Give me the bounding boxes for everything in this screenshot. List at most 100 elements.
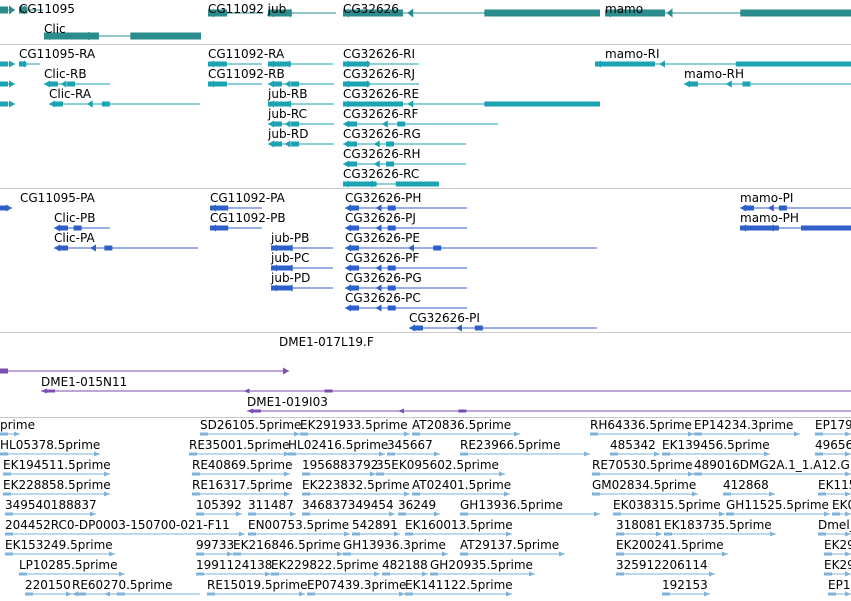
transcript-feature-glyph[interactable] [343, 60, 419, 68]
protein-feature-glyph[interactable] [345, 264, 467, 272]
est-feature-label[interactable]: 192153 [662, 578, 708, 592]
est-feature-glyph[interactable] [5, 511, 96, 517]
protein-feature-label[interactable]: jub-PB [271, 231, 310, 245]
est-feature-label[interactable]: 1956883792 [302, 458, 379, 472]
protein-feature-glyph[interactable] [271, 284, 333, 292]
est-feature-glyph[interactable] [592, 471, 694, 477]
est-feature-label[interactable]: EK29 [824, 538, 851, 552]
est-feature-glyph[interactable] [192, 491, 290, 497]
transcript-feature-label[interactable]: CG32626-RI [343, 47, 416, 61]
est-feature-glyph[interactable] [662, 591, 710, 597]
est-feature-label[interactable]: EK223832.5prime [302, 478, 410, 492]
est-feature-label[interactable]: EP14234.3prime [694, 418, 794, 432]
est-feature-label[interactable]: 412868 [723, 478, 769, 492]
est-feature-glyph[interactable] [726, 511, 830, 517]
est-feature-glyph[interactable] [818, 491, 851, 497]
transcript-feature-label[interactable]: Clic-RA [49, 87, 92, 101]
est-feature-label[interactable]: RE35001.5prime [189, 438, 290, 452]
est-feature-glyph[interactable] [694, 471, 851, 477]
est-feature-glyph[interactable] [192, 471, 290, 477]
gene-feature-label[interactable]: mamo [605, 2, 644, 16]
est-feature-label[interactable]: EK228858.5prime [3, 478, 111, 492]
gene-feature-glyph[interactable] [44, 31, 201, 41]
est-feature-label[interactable]: SD26105.5prime [200, 418, 302, 432]
est-feature-glyph[interactable] [460, 451, 590, 457]
est-feature-glyph[interactable] [662, 451, 770, 457]
protein-feature-label[interactable]: mamo-PI [740, 191, 794, 205]
est-feature-label[interactable]: RE60270.5prime [72, 578, 173, 592]
transcript-feature-glyph[interactable] [343, 120, 498, 128]
protein-feature-glyph[interactable] [345, 284, 467, 292]
est-feature-glyph[interactable] [592, 491, 698, 497]
est-feature-label[interactable]: 482188 [382, 558, 428, 572]
est-feature-glyph[interactable] [196, 571, 271, 577]
est-feature-label[interactable]: 345667 [387, 438, 433, 452]
est-feature-label[interactable]: 220150 [25, 578, 71, 592]
est-feature-label[interactable]: EK216846.5prime [233, 538, 341, 552]
protein-feature-glyph[interactable] [345, 204, 467, 212]
est-feature-label[interactable]: EK141122.5prime [405, 578, 513, 592]
transcript-feature-label[interactable]: jub-RC [268, 107, 308, 121]
protein-feature-glyph[interactable] [345, 244, 597, 252]
est-feature-label[interactable]: EK229822.5prime [271, 558, 379, 572]
gene-feature-label[interactable]: CG11092 jub [208, 2, 287, 16]
protein-feature-glyph[interactable] [210, 224, 262, 232]
est-feature-glyph[interactable] [189, 451, 290, 457]
est-feature-glyph[interactable] [196, 511, 242, 517]
est-feature-glyph[interactable] [302, 511, 395, 517]
est-feature-label[interactable]: 49656 [815, 438, 851, 452]
est-feature-glyph[interactable] [271, 571, 380, 577]
est-feature-glyph[interactable] [248, 511, 296, 517]
est-feature-glyph[interactable] [300, 431, 410, 437]
protein-feature-label[interactable]: mamo-PH [740, 211, 799, 225]
est-feature-label[interactable]: 318081 [616, 518, 662, 532]
clone-feature-glyph[interactable] [0, 367, 289, 375]
protein-feature-label[interactable]: CG32626-PH [345, 191, 422, 205]
transcript-feature-glyph[interactable] [268, 120, 334, 128]
est-feature-glyph[interactable] [613, 511, 725, 517]
est-feature-label[interactable]: GM02834.5prime [592, 478, 697, 492]
est-feature-label[interactable]: 204452RC0-DP0003-150700-021-F11 [5, 518, 230, 532]
est-feature-label[interactable]: EK291933.5prime [300, 418, 408, 432]
transcript-feature-glyph[interactable] [0, 100, 200, 108]
est-feature-glyph[interactable] [405, 591, 512, 597]
est-feature-label[interactable]: RH64336.5prime [590, 418, 692, 432]
est-feature-label[interactable]: HL02416.5prime [288, 438, 389, 452]
protein-feature-label[interactable]: Clic-PA [54, 231, 95, 245]
est-feature-glyph[interactable] [200, 431, 300, 437]
est-feature-glyph[interactable] [288, 451, 385, 457]
est-feature-glyph[interactable] [233, 551, 343, 557]
gene-feature-glyph[interactable] [208, 8, 336, 18]
transcript-feature-label[interactable]: CG11095-RA [19, 47, 96, 61]
clone-feature-glyph[interactable] [41, 388, 851, 394]
protein-feature-label[interactable]: Clic-PB [54, 211, 96, 225]
est-feature-glyph[interactable] [398, 511, 440, 517]
transcript-feature-label[interactable]: CG32626-RF [343, 107, 419, 121]
est-feature-label[interactable]: Dmel_ [818, 518, 851, 532]
transcript-feature-label[interactable]: mamo-RH [684, 67, 744, 81]
est-feature-glyph[interactable] [818, 531, 851, 537]
est-feature-label[interactable]: EK183735.5prime [664, 518, 772, 532]
transcript-feature-glyph[interactable] [208, 60, 333, 68]
est-feature-glyph[interactable] [723, 491, 775, 497]
est-feature-glyph[interactable] [3, 491, 110, 497]
protein-feature-label[interactable]: jub-PC [271, 251, 310, 265]
est-feature-label[interactable]: HL05378.5prime [0, 438, 101, 452]
protein-feature-glyph[interactable] [0, 204, 12, 212]
est-feature-label[interactable]: EK0 [832, 498, 851, 512]
est-feature-label[interactable]: EK115 [818, 478, 851, 492]
est-feature-glyph[interactable] [0, 451, 100, 457]
transcript-feature-glyph[interactable] [0, 80, 110, 88]
est-feature-glyph[interactable] [72, 591, 200, 597]
est-feature-glyph[interactable] [824, 571, 851, 577]
est-feature-label[interactable]: RE16317.5prime [192, 478, 293, 492]
est-feature-glyph[interactable] [616, 531, 662, 537]
est-feature-label[interactable]: 325912206114 [616, 558, 708, 572]
est-feature-label[interactable]: RE40869.5prime [192, 458, 293, 472]
est-feature-glyph[interactable] [307, 591, 405, 597]
est-feature-glyph[interactable] [430, 571, 535, 577]
est-feature-label[interactable]: EK194511.5prime [3, 458, 111, 472]
est-feature-label[interactable]: RE15019.5prime [207, 578, 308, 592]
transcript-feature-label[interactable]: CG32626-RH [343, 147, 421, 161]
est-feature-glyph[interactable] [248, 531, 350, 537]
